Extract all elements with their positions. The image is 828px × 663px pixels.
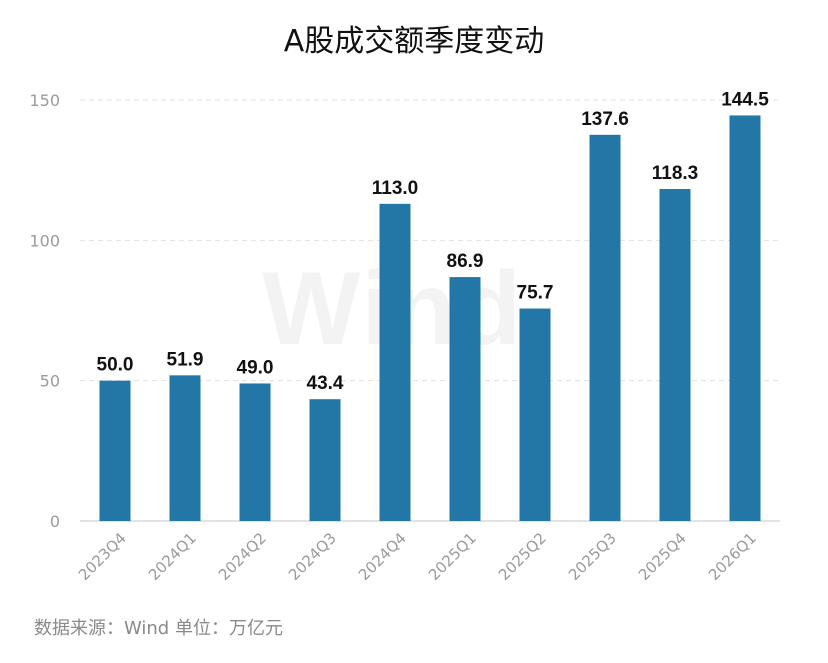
- x-axis: 2023Q4 2024Q1 2024Q2 2024Q3 2024Q4 2025Q1 2025…: [75, 529, 760, 584]
- x-tick-label: 2024Q4: [355, 529, 410, 584]
- bar: [99, 380, 131, 521]
- x-tick-label: 2024Q2: [215, 529, 270, 584]
- x-tick-label: 2023Q4: [75, 529, 130, 584]
- bar: [239, 383, 271, 521]
- data-label: 144.5: [721, 89, 769, 110]
- x-tick-label: 2025Q4: [635, 529, 690, 584]
- data-labels: 50.0 51.9 49.0 43.4 113.0 86.9 75.7 137.6 118.3 1…: [97, 89, 770, 394]
- data-label: 86.9: [447, 251, 484, 272]
- data-label: 49.0: [237, 357, 274, 378]
- y-tick-label: 0: [50, 512, 60, 531]
- bar: [659, 188, 691, 522]
- data-label: 113.0: [372, 178, 419, 199]
- x-tick-label: 2025Q1: [425, 529, 480, 584]
- data-label: 50.0: [97, 355, 134, 376]
- y-tick-label: 100: [29, 231, 60, 250]
- y-axis: 0 50 100 150: [29, 91, 60, 531]
- y-tick-label: 50: [40, 372, 60, 391]
- source-note: 数据来源：Wind 单位：万亿元: [34, 618, 283, 639]
- x-tick-label: 2026Q1: [705, 529, 760, 584]
- bar: [379, 203, 411, 521]
- x-tick-label: 2024Q1: [145, 529, 200, 584]
- x-tick-label: 2025Q3: [565, 529, 620, 584]
- bar: [519, 308, 551, 521]
- bars: [99, 115, 761, 522]
- data-label: 75.7: [517, 283, 554, 304]
- data-label: 118.3: [652, 163, 699, 184]
- data-label: 51.9: [167, 349, 204, 370]
- bar: [309, 399, 341, 521]
- bar: [449, 277, 481, 521]
- x-tick-label: 2024Q3: [285, 529, 340, 584]
- y-tick-label: 150: [29, 91, 60, 110]
- x-tick-label: 2025Q2: [495, 529, 550, 584]
- data-label: 43.4: [307, 373, 344, 394]
- bar: [169, 375, 201, 521]
- bar: [589, 134, 621, 521]
- data-label: 137.6: [581, 109, 629, 130]
- chart-title: A股成交额季度变动: [283, 24, 545, 59]
- bar: [729, 115, 761, 521]
